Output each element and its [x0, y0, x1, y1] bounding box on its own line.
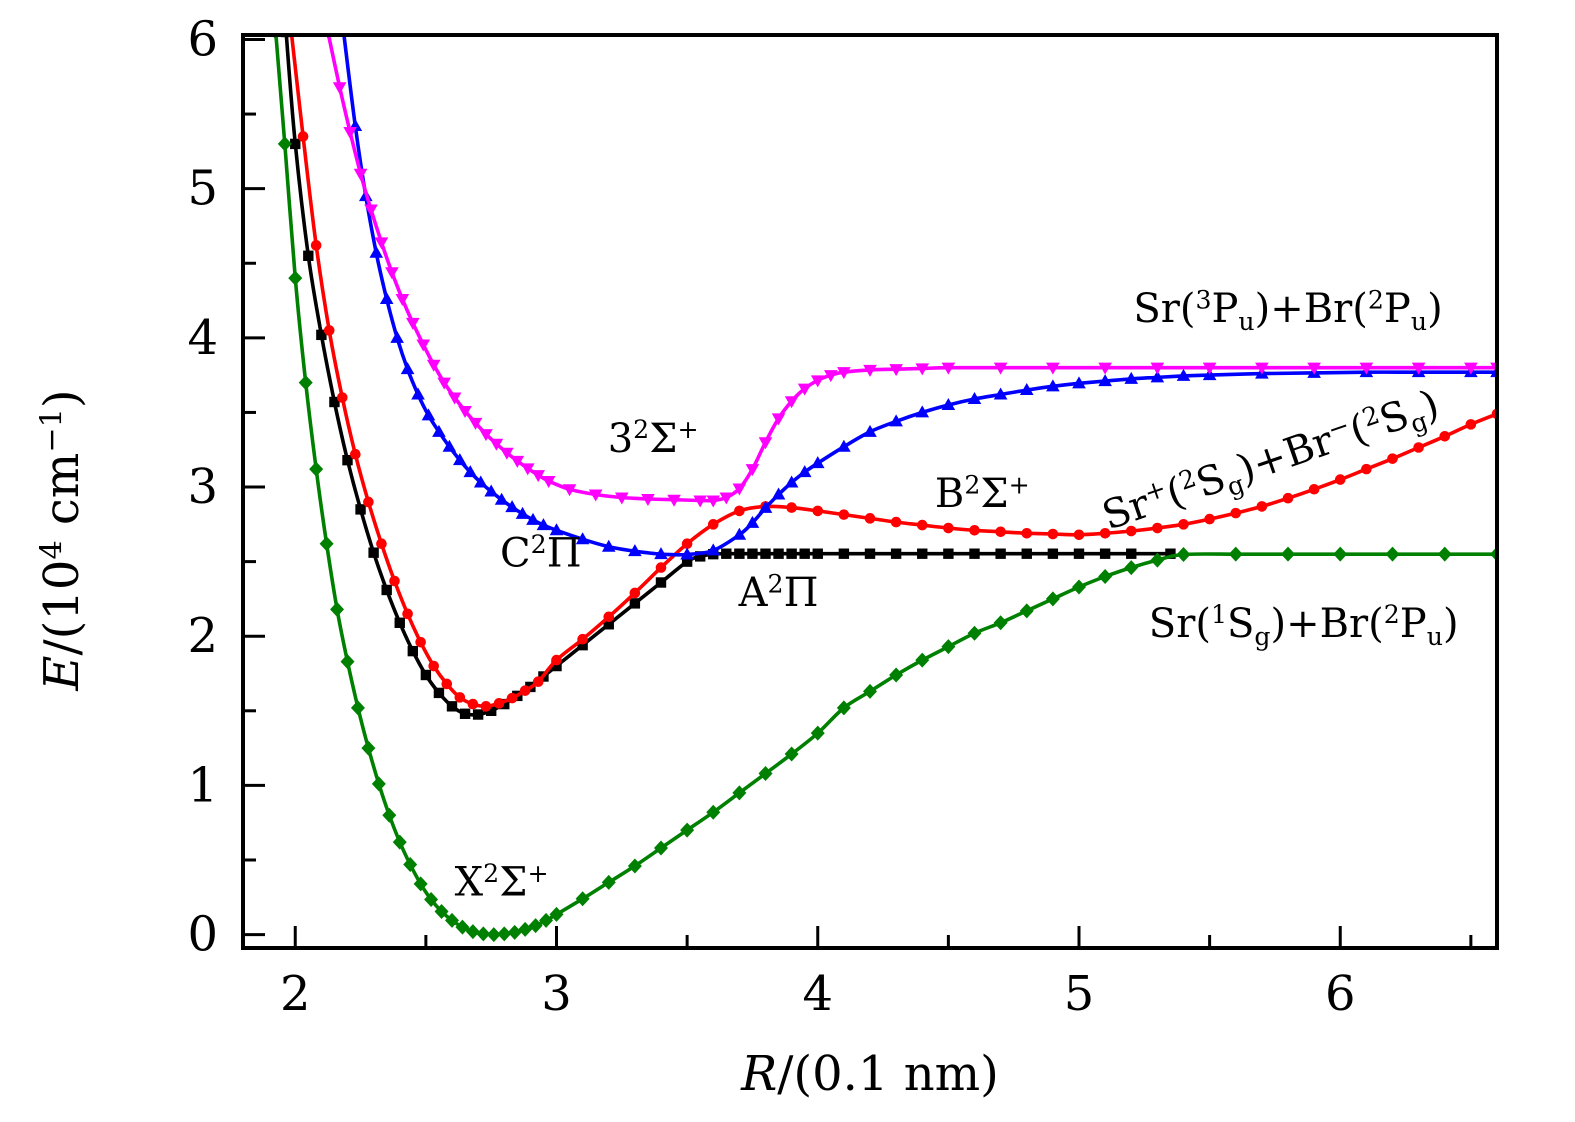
state-label-A: A2Π: [738, 570, 819, 617]
curve-markers-X2Sigma: [271, 35, 1497, 943]
curve-3Sigma: [325, 35, 1497, 508]
y-tick-label-2: 2: [187, 608, 218, 664]
y-tick-label-0: 0: [187, 907, 218, 963]
y-tick-label-1: 1: [187, 757, 218, 813]
state-label-C: C2Π: [500, 530, 582, 577]
curve-C2Pi: [336, 35, 1497, 560]
x-tick-label-6: 6: [1325, 966, 1356, 1022]
curve-markers-3Sigma: [325, 35, 1497, 508]
curve-X2Sigma: [271, 35, 1497, 943]
curve-markers-A2Pi: [280, 35, 1176, 720]
state-label-X: X2Σ+: [455, 859, 549, 906]
y-tick-label-5: 5: [187, 161, 218, 217]
x-tick-label-4: 4: [802, 966, 833, 1022]
y-tick-label-3: 3: [187, 459, 218, 515]
state-label-B: B2Σ+: [935, 470, 1030, 517]
asymptote-label-Sr1Sg-Br2Pu: Sr(1Sg)+Br(2Pu): [1149, 600, 1459, 651]
y-axis-title: E/(104 cm−1): [34, 389, 90, 691]
y-tick-label-4: 4: [187, 310, 218, 366]
axis-ticks: [243, 37, 1473, 948]
plot-area: [271, 35, 1497, 943]
y-tick-label-6: 6: [187, 11, 218, 67]
x-axis-title: R/(0.1 nm): [740, 1046, 999, 1102]
state-label-3: 32Σ+: [608, 415, 699, 462]
x-tick-label-2: 2: [280, 966, 311, 1022]
x-tick-label-3: 3: [541, 966, 572, 1022]
curve-markers-C2Pi: [336, 35, 1497, 560]
asymptote-label-Sr3Pu-Br2Pu: Sr(3Pu)+Br(2Pu): [1133, 285, 1442, 336]
curve-markers-B2Sigma: [286, 35, 1497, 712]
curve-B2Sigma: [286, 35, 1497, 712]
curve-line-B2Sigma: [289, 35, 1497, 709]
plot-frame: [241, 33, 1499, 950]
x-tick-label-5: 5: [1064, 966, 1095, 1022]
curve-A2Pi: [280, 35, 1176, 720]
